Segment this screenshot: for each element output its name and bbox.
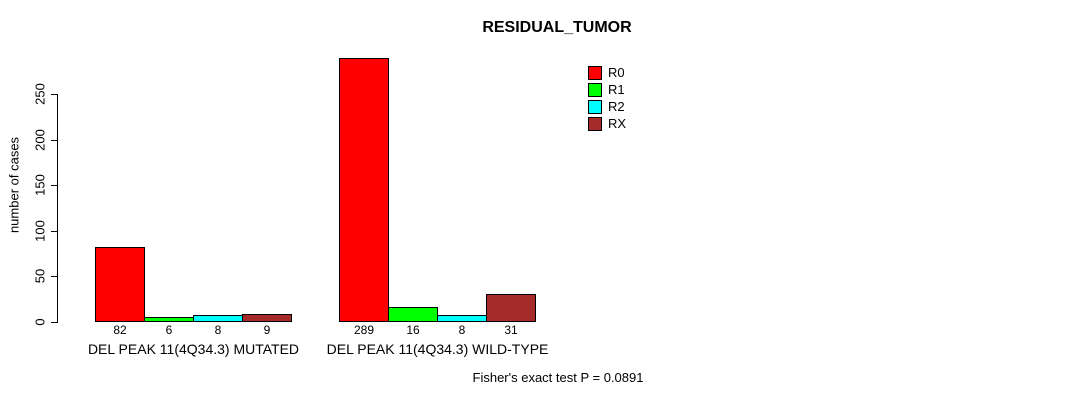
legend-row-r2: R2 [588,99,626,114]
bar-value-label: 6 [165,323,173,337]
bar-r0-group1 [339,58,389,322]
y-tick-label: 100 [32,220,48,242]
bar-r1-group1 [388,307,438,322]
bar-value-label: 31 [504,323,518,337]
y-tick-label: 250 [32,83,48,105]
legend-label: RX [608,116,627,131]
y-tick-mark [51,231,57,232]
legend-row-r0: R0 [588,65,626,80]
annotation-caption: Fisher's exact test P = 0.0891 [472,370,644,385]
bar-value-label: 16 [406,323,420,337]
bar-rx-group1 [486,294,536,322]
bar-value-label: 82 [113,323,127,337]
y-tick-mark [51,94,57,95]
legend-label: R0 [608,65,625,80]
category-label: DEL PEAK 11(4Q34.3) MUTATED [87,341,300,357]
y-tick-label: 50 [32,268,48,284]
bar-r1-group0 [144,317,194,322]
bar-r2-group0 [193,315,243,322]
bar-rx-group0 [242,314,292,322]
y-axis-label: number of cases [6,136,22,234]
bar-r2-group1 [437,315,487,322]
bar-value-label: 9 [263,323,271,337]
y-tick-label: 0 [32,318,48,326]
category-label: DEL PEAK 11(4Q34.3) WILD-TYPE [326,341,549,357]
chart-title: RESIDUAL_TUMOR [482,19,632,36]
legend-row-rx: RX [588,116,627,131]
legend-label: R1 [608,82,625,97]
bar-value-label: 289 [353,323,375,337]
y-tick-label: 150 [32,174,48,196]
legend-swatch-r1 [588,82,602,97]
bar-r0-group0 [95,247,145,322]
legend-row-r1: R1 [588,82,626,97]
legend: R0 R1 R2 RX [588,65,627,134]
legend-swatch-r2 [588,99,602,114]
legend-swatch-rx [588,116,602,131]
y-tick-mark [51,322,57,323]
y-tick-mark [51,276,57,277]
y-tick-mark [51,185,57,186]
legend-label: R2 [608,99,625,114]
y-axis-line [57,94,58,323]
legend-swatch-r0 [588,65,602,80]
bar-value-label: 8 [214,323,222,337]
y-tick-mark [51,140,57,141]
bar-value-label: 8 [458,323,466,337]
y-tick-label: 200 [32,129,48,151]
